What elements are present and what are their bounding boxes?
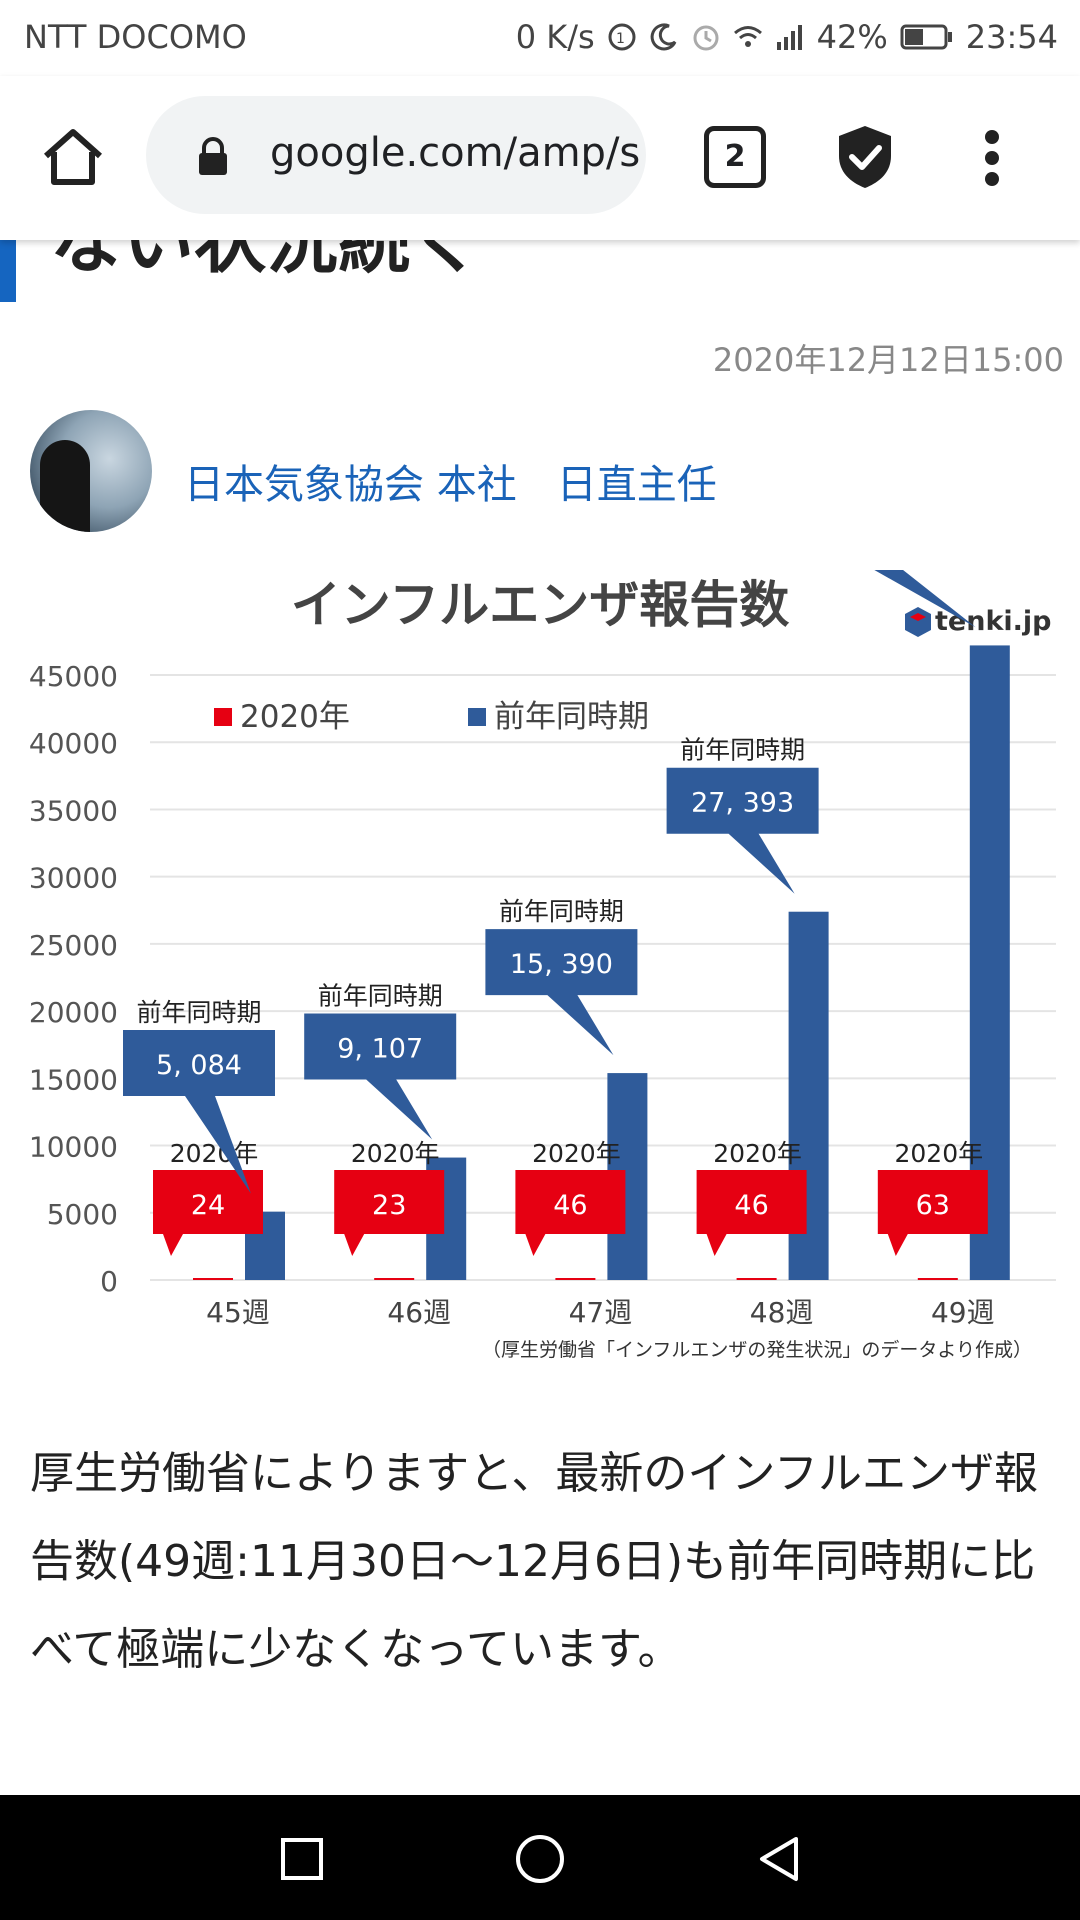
y-tick-label: 35000 <box>29 794 118 827</box>
author-avatar <box>30 410 152 532</box>
y-tick-label: 25000 <box>29 929 118 962</box>
callout-2020-label: 2020年 <box>170 1139 259 1168</box>
url-text[interactable]: google.com/amp/s <box>270 130 641 176</box>
legend-swatch-prev <box>468 708 486 726</box>
recents-icon[interactable] <box>280 1837 324 1881</box>
y-tick-label: 30000 <box>29 862 118 895</box>
x-tick-label: 49週 <box>931 1296 995 1329</box>
y-tick-label: 45000 <box>29 660 118 693</box>
svg-text:1: 1 <box>616 31 625 47</box>
legend-swatch-2020 <box>214 708 232 726</box>
alarm-icon <box>693 25 719 51</box>
tab-switcher-button[interactable]: 2 <box>704 126 766 188</box>
clock: 23:54 <box>965 18 1058 56</box>
status-bar: NTT DOCOMO 0 K/s 1 42% 23:54 <box>0 0 1080 76</box>
bar-2020 <box>193 1278 233 1280</box>
shield-check-icon[interactable] <box>836 124 894 190</box>
callout-2020-box <box>153 1170 263 1256</box>
article-body: 厚生労働省によりますと、最新のインフルエンザ報告数(49週:11月30日〜12月… <box>30 1448 1039 1675</box>
chart-source: （厚生労働省「インフルエンザの発生状況」のデータより作成） <box>482 1339 1032 1361</box>
callout-2020-box <box>696 1170 807 1256</box>
network-speed: 0 K/s <box>515 18 595 56</box>
browser-toolbar: google.com/amp/s 2 <box>0 76 1080 240</box>
moon-icon <box>650 23 677 51</box>
y-tick-label: 0 <box>100 1265 118 1298</box>
callout-prev-label: 前年同時期 <box>680 736 805 765</box>
callout-2020-box <box>877 1170 988 1256</box>
callout-2020-value: 63 <box>916 1190 950 1221</box>
callout-2020-box <box>334 1170 445 1256</box>
callout-prev-box <box>304 1013 457 1140</box>
bar-2020 <box>374 1278 415 1280</box>
lock-icon <box>199 137 227 175</box>
x-tick-label: 45週 <box>206 1296 270 1329</box>
callout-prev-value: 15, 390 <box>510 949 613 980</box>
callout-2020-value: 23 <box>372 1190 406 1221</box>
callout-prev-label: 前年同時期 <box>318 982 443 1011</box>
callout-2020-box <box>515 1170 626 1256</box>
callout-2020-label: 2020年 <box>532 1139 621 1168</box>
data-saver-icon: 1 <box>608 23 636 51</box>
tenki-logo: tenki.jp <box>905 606 1052 637</box>
callout-prev-box <box>666 767 819 894</box>
battery-percent: 42% <box>816 18 888 56</box>
callout-prev-value: 9, 107 <box>337 1034 423 1065</box>
address-bar[interactable]: google.com/amp/s <box>146 96 646 214</box>
callout-2020-label: 2020年 <box>351 1139 440 1168</box>
signal-icon <box>776 25 802 50</box>
author-link[interactable]: 日本気象協会 本社 日直主任 <box>184 462 717 508</box>
bar-2020 <box>917 1278 958 1280</box>
x-tick-label: 46週 <box>387 1296 451 1329</box>
callout-2020-label: 2020年 <box>894 1139 983 1168</box>
back-icon[interactable] <box>756 1835 804 1883</box>
status-icons: 0 K/s 1 42% 23:54 <box>516 18 1058 56</box>
home-nav-icon[interactable] <box>514 1833 566 1885</box>
callout-prev-label: 前年同時期 <box>136 998 261 1027</box>
y-tick-label: 15000 <box>29 1063 118 1096</box>
overflow-menu-icon[interactable] <box>985 130 1001 186</box>
navigation-bar <box>0 1795 1080 1920</box>
bar-2020 <box>736 1278 777 1280</box>
callout-prev-value: 5, 084 <box>156 1050 242 1081</box>
chart-title: インフルエンザ報告数 <box>291 576 790 634</box>
callout-2020-value: 46 <box>734 1190 768 1221</box>
heading-accent-bar <box>0 236 16 302</box>
article-date: 2020年12月12日15:00 <box>712 341 1064 379</box>
carrier-name: NTT DOCOMO <box>24 18 247 56</box>
x-tick-label: 47週 <box>569 1296 633 1329</box>
home-icon[interactable] <box>40 124 106 190</box>
y-tick-label: 10000 <box>29 1131 118 1164</box>
chart-legend: 2020年 前年同時期 <box>214 699 649 735</box>
y-tick-label: 20000 <box>29 996 118 1029</box>
callout-prev-box <box>485 929 638 1056</box>
y-tick-label: 5000 <box>47 1198 118 1231</box>
y-tick-label: 40000 <box>29 727 118 760</box>
wifi-icon <box>733 26 762 47</box>
callout-prev-box <box>123 1030 275 1194</box>
legend-2020: 2020年 <box>240 699 350 735</box>
bar-2020 <box>555 1278 596 1280</box>
callout-2020-value: 46 <box>553 1190 587 1221</box>
influenza-chart: インフルエンザ報告数 tenki.jp 45000 40000 35000 30000… <box>29 570 1056 1361</box>
callout-2020-value: 24 <box>191 1190 225 1221</box>
callout-2020-label: 2020年 <box>713 1139 802 1168</box>
callout-prev-label: 前年同時期 <box>499 897 624 926</box>
battery-icon <box>900 24 952 50</box>
callout-prev-value: 27, 393 <box>691 788 794 819</box>
legend-prev: 前年同時期 <box>494 699 649 735</box>
x-tick-label: 48週 <box>750 1296 814 1329</box>
